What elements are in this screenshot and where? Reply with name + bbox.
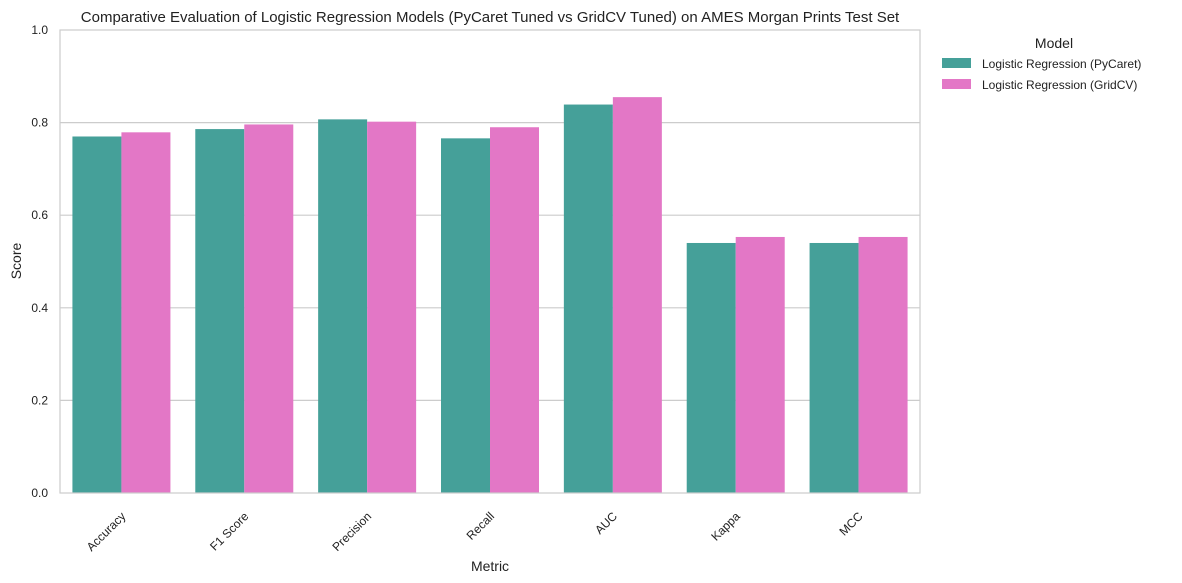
x-tick-labels: Accuracy F1 Score Precision Recall AUC Kappa M… [84, 509, 866, 554]
bar-pycaret-kappa [686, 242, 736, 493]
bar-pycaret-precision [318, 119, 368, 493]
y-tick-label: 0.2 [31, 393, 48, 407]
plot-frame [59, 29, 921, 494]
legend-swatch [942, 58, 971, 68]
y-tick-label: 0.0 [31, 486, 48, 500]
x-tick-label: Accuracy [84, 509, 129, 554]
y-tick-label: 0.8 [31, 116, 48, 130]
x-tick-label: Recall [464, 509, 497, 542]
legend: Model Logistic Regression (PyCaret) Logis… [942, 35, 1141, 92]
x-tick-label: Precision [329, 509, 374, 554]
legend-title: Model [1035, 35, 1073, 51]
legend-swatch [942, 79, 971, 89]
bar-gridcv-recall [490, 127, 539, 493]
bar-gridcv-auc [612, 97, 662, 493]
y-tick-label: 1.0 [31, 23, 48, 37]
bar-gridcv-f1-score [244, 124, 294, 494]
x-tick-label: AUC [592, 509, 620, 537]
bar-gridcv-accuracy [121, 132, 171, 493]
bar-pycaret-accuracy [72, 136, 122, 494]
x-axis-label: Metric [471, 558, 509, 574]
y-tick-label: 0.6 [31, 208, 48, 222]
bars [72, 97, 908, 494]
y-tick-label: 0.4 [31, 301, 48, 315]
bar-pycaret-auc [563, 104, 613, 493]
x-tick-label: F1 Score [207, 509, 252, 554]
bar-pycaret-mcc [809, 242, 859, 493]
bar-gridcv-kappa [735, 236, 785, 493]
bar-gridcv-precision [367, 121, 417, 493]
bar-pycaret-f1-score [195, 129, 245, 493]
legend-entry: Logistic Regression (PyCaret) [982, 57, 1141, 71]
y-axis-label: Score [8, 243, 24, 280]
x-tick-label: MCC [836, 509, 865, 538]
legend-entry: Logistic Regression (GridCV) [982, 78, 1137, 92]
bar-gridcv-mcc [858, 236, 908, 493]
chart-title: Comparative Evaluation of Logistic Regre… [81, 9, 900, 26]
y-tick-labels: 0.0 0.2 0.4 0.6 0.8 1.0 [31, 23, 48, 500]
x-tick-label: Kappa [708, 509, 743, 544]
bar-pycaret-recall [441, 138, 490, 494]
